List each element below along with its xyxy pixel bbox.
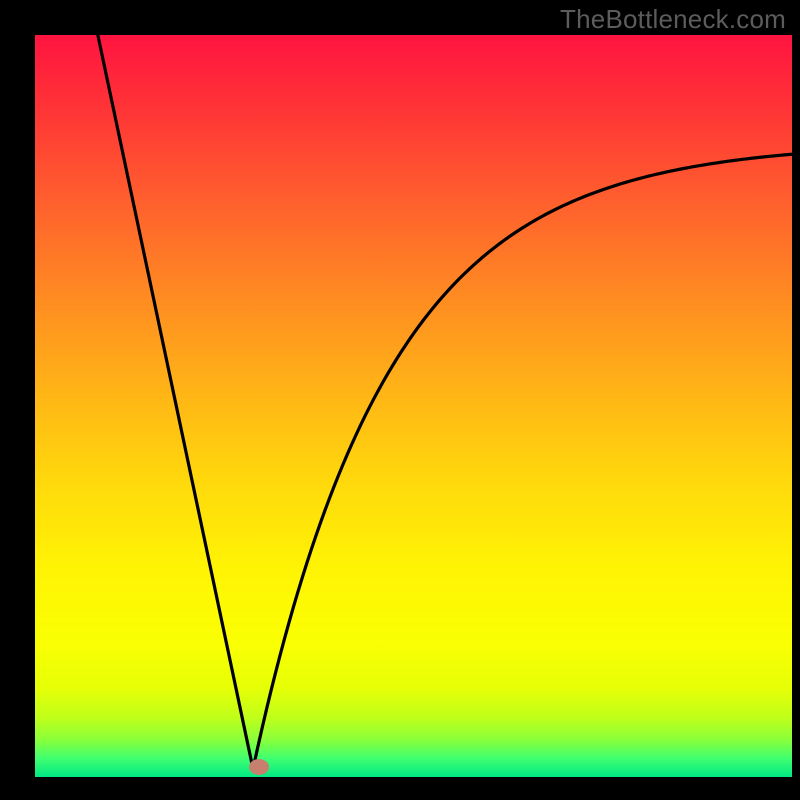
frame-bottom <box>0 777 800 800</box>
frame-right <box>792 0 800 800</box>
bottleneck-curve <box>35 35 792 777</box>
frame-left <box>0 0 35 800</box>
plot-area <box>35 35 792 777</box>
watermark-text: TheBottleneck.com <box>560 4 786 35</box>
optimal-point-marker <box>249 759 269 775</box>
